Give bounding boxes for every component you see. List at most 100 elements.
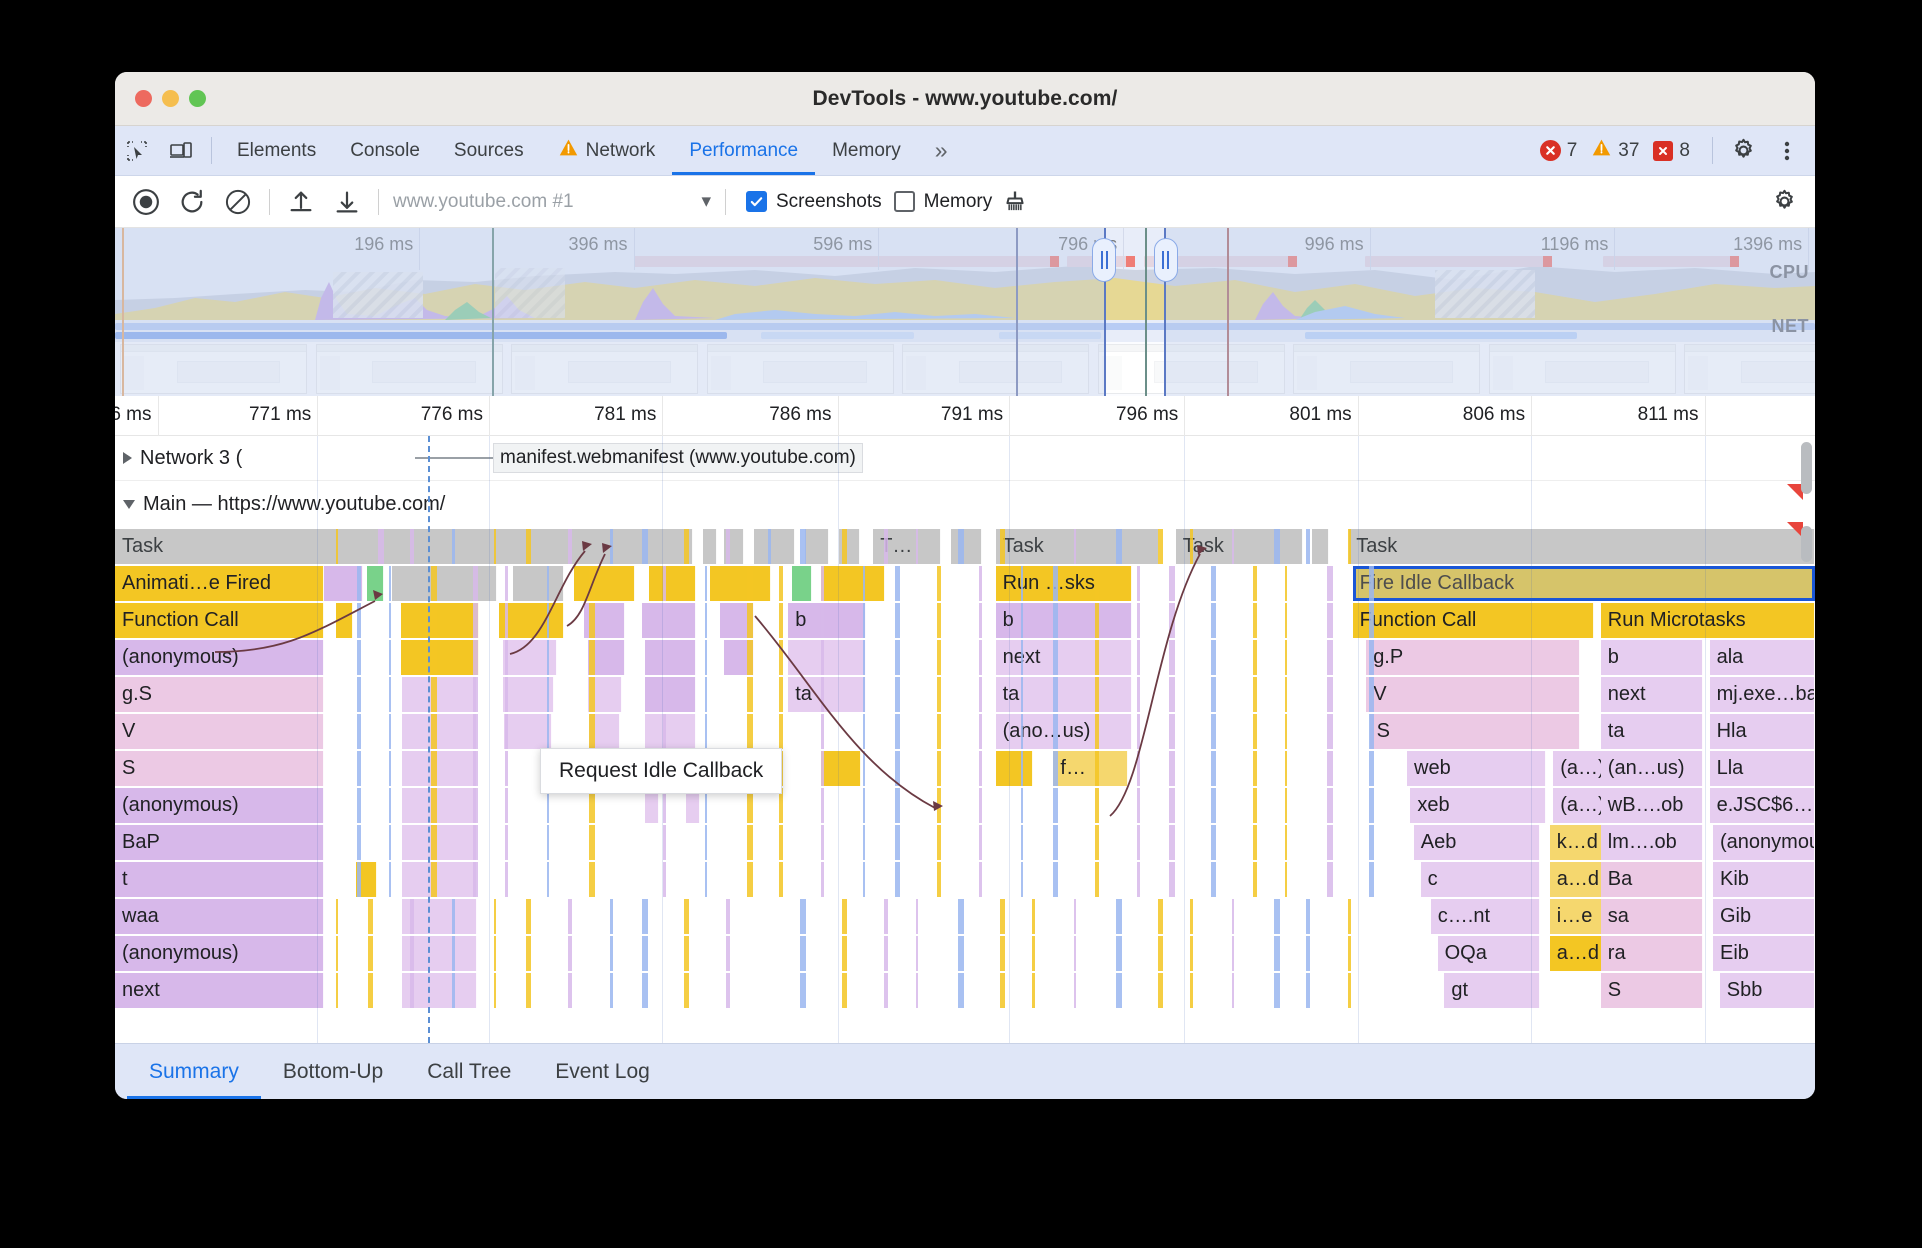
flame-bar[interactable]: f… bbox=[1053, 751, 1129, 786]
tab-call-tree[interactable]: Call Tree bbox=[405, 1044, 533, 1099]
row-10[interactable]: waa c….nt i…e sa Gib bbox=[115, 898, 1815, 935]
row-2[interactable]: Function Call b b Function Call Run Microtas… bbox=[115, 602, 1815, 639]
flame-bar[interactable]: Function Call bbox=[1352, 603, 1594, 638]
close-window-button[interactable] bbox=[135, 90, 152, 107]
flame-bar[interactable]: wB….ob bbox=[1600, 788, 1703, 823]
flame-bar-unlabeled[interactable] bbox=[788, 640, 867, 675]
flame-bar[interactable]: Aeb bbox=[1413, 825, 1540, 860]
flame-bar-unlabeled[interactable] bbox=[820, 751, 862, 786]
flame-bar-unlabeled[interactable] bbox=[402, 788, 478, 823]
flame-bar[interactable]: Run Microtasks bbox=[1600, 603, 1815, 638]
flame-bar-unlabeled[interactable] bbox=[402, 973, 478, 1008]
flame-bar-unlabeled[interactable] bbox=[805, 529, 829, 564]
flame-bar-unlabeled[interactable] bbox=[402, 899, 478, 934]
tab-network[interactable]: Network bbox=[541, 126, 673, 175]
flame-bar[interactable]: V bbox=[115, 714, 325, 749]
flame-bar-unlabeled[interactable] bbox=[402, 862, 478, 897]
flame-bar[interactable]: Hla bbox=[1709, 714, 1815, 749]
flame-chart-body[interactable]: Network 3 ( manifest.webmanifest (www.yo… bbox=[115, 436, 1815, 1043]
flame-bar[interactable]: (anonymous) bbox=[115, 936, 325, 971]
tab-console[interactable]: Console bbox=[333, 126, 437, 175]
tab-event-log[interactable]: Event Log bbox=[533, 1044, 672, 1099]
tab-elements[interactable]: Elements bbox=[220, 126, 333, 175]
flame-bar-unlabeled[interactable] bbox=[710, 566, 772, 601]
load-profile-icon[interactable] bbox=[278, 179, 324, 225]
tab-summary[interactable]: Summary bbox=[127, 1044, 261, 1099]
flame-bar[interactable]: c….nt bbox=[1430, 899, 1540, 934]
flame-bar[interactable]: Fire Idle Callback bbox=[1352, 566, 1815, 601]
flame-bar[interactable]: c bbox=[1420, 862, 1540, 897]
flame-bar-unlabeled[interactable] bbox=[645, 677, 697, 712]
network-request-chip[interactable]: manifest.webmanifest (www.youtube.com) bbox=[493, 443, 863, 473]
flame-bar-unlabeled[interactable] bbox=[645, 640, 697, 675]
warning-counter[interactable]: 37 bbox=[1591, 126, 1639, 175]
record-icon[interactable] bbox=[123, 179, 169, 225]
memory-checkbox[interactable]: Memory bbox=[893, 191, 992, 213]
maximize-window-button[interactable] bbox=[189, 90, 206, 107]
flame-bar[interactable]: (ano…us) bbox=[995, 714, 1132, 749]
overview-resize-handle-left[interactable] bbox=[1092, 238, 1117, 282]
flame-bar-unlabeled[interactable] bbox=[791, 566, 812, 601]
flame-bar-unlabeled[interactable] bbox=[686, 788, 700, 823]
flame-bar-unlabeled[interactable] bbox=[499, 603, 564, 638]
tab-bottom-up[interactable]: Bottom-Up bbox=[261, 1044, 405, 1099]
gear-icon[interactable] bbox=[1721, 126, 1765, 175]
flame-bar[interactable]: V bbox=[1366, 677, 1581, 712]
more-options-icon[interactable] bbox=[1765, 126, 1809, 175]
row-7[interactable]: (anonymous)xeb(a…)wB….obe.JSC$6…lfilled bbox=[115, 787, 1815, 824]
flame-bar-unlabeled[interactable] bbox=[336, 603, 353, 638]
flame-bar-unlabeled[interactable] bbox=[400, 603, 479, 638]
clear-icon[interactable] bbox=[215, 179, 261, 225]
flame-bar[interactable]: t bbox=[115, 862, 325, 897]
minimize-window-button[interactable] bbox=[162, 90, 179, 107]
row-9[interactable]: t c a…d Ba Kib bbox=[115, 861, 1815, 898]
flame-chart-area[interactable]: 766 ms 771 ms 776 ms 781 ms 786 ms 791 ms 796 … bbox=[115, 396, 1815, 1043]
flame-bar-unlabeled[interactable] bbox=[400, 640, 479, 675]
flame-bar-unlabeled[interactable] bbox=[995, 751, 1033, 786]
flame-bar[interactable]: b bbox=[995, 603, 1132, 638]
error-counter[interactable]: 7 bbox=[1539, 126, 1577, 175]
flame-bar[interactable]: b bbox=[1600, 640, 1703, 675]
flame-bar-unlabeled[interactable] bbox=[645, 714, 697, 749]
flame-bar-unlabeled[interactable] bbox=[402, 714, 478, 749]
flame-bar[interactable]: lm….ob bbox=[1600, 825, 1703, 860]
flame-bar[interactable]: S bbox=[1369, 714, 1581, 749]
flame-bar[interactable]: S bbox=[1600, 973, 1703, 1008]
flame-bar[interactable]: Eib bbox=[1713, 936, 1815, 971]
flame-bar-unlabeled[interactable] bbox=[366, 566, 384, 601]
flame-bar[interactable]: Task bbox=[1175, 529, 1304, 564]
flame-bar[interactable]: (anonymous) bbox=[115, 788, 325, 823]
row-1[interactable]: Animati…e Fired Run …sks Fire Idle Callbac… bbox=[115, 565, 1815, 602]
row-task[interactable]: Task T… Task Task Task bbox=[115, 528, 1815, 565]
flame-bar[interactable]: next bbox=[1600, 677, 1703, 712]
flame-bar[interactable]: (anonymous) bbox=[1713, 825, 1815, 860]
flame-bar[interactable]: ra bbox=[1600, 936, 1703, 971]
flame-bar[interactable]: BaP bbox=[115, 825, 325, 860]
flame-bar-unlabeled[interactable] bbox=[402, 677, 478, 712]
screenshots-checkbox[interactable]: Screenshots bbox=[746, 191, 882, 213]
flame-bar[interactable]: g.S bbox=[115, 677, 325, 712]
flame-bar-unlabeled[interactable] bbox=[642, 603, 697, 638]
flame-bar[interactable]: (anonymous) bbox=[115, 640, 325, 675]
flame-bar-unlabeled[interactable] bbox=[324, 566, 364, 601]
capture-settings-icon[interactable] bbox=[1761, 179, 1807, 225]
flame-bar-unlabeled[interactable] bbox=[402, 936, 478, 971]
flame-bar[interactable]: Kib bbox=[1713, 862, 1815, 897]
inspect-element-icon[interactable] bbox=[115, 126, 159, 175]
more-tabs-button[interactable]: » bbox=[918, 126, 963, 175]
vertical-scrollbar-thumb-2[interactable] bbox=[1801, 526, 1812, 562]
flame-bar[interactable]: mj.exe…backs_ bbox=[1709, 677, 1815, 712]
vertical-scrollbar[interactable] bbox=[1801, 442, 1812, 494]
flame-bar-unlabeled[interactable] bbox=[754, 529, 795, 564]
flame-bar[interactable]: k…d bbox=[1549, 825, 1611, 860]
flame-bar-unlabeled[interactable] bbox=[502, 677, 554, 712]
tab-sources[interactable]: Sources bbox=[437, 126, 541, 175]
flame-bar-unlabeled[interactable] bbox=[820, 566, 886, 601]
flame-bar[interactable]: g.P bbox=[1366, 640, 1581, 675]
flame-bar-unlabeled[interactable] bbox=[703, 529, 717, 564]
row-12[interactable]: next gt S Sbb bbox=[115, 972, 1815, 1009]
flame-bar[interactable]: e.JSC$6…lfilled bbox=[1709, 788, 1815, 823]
